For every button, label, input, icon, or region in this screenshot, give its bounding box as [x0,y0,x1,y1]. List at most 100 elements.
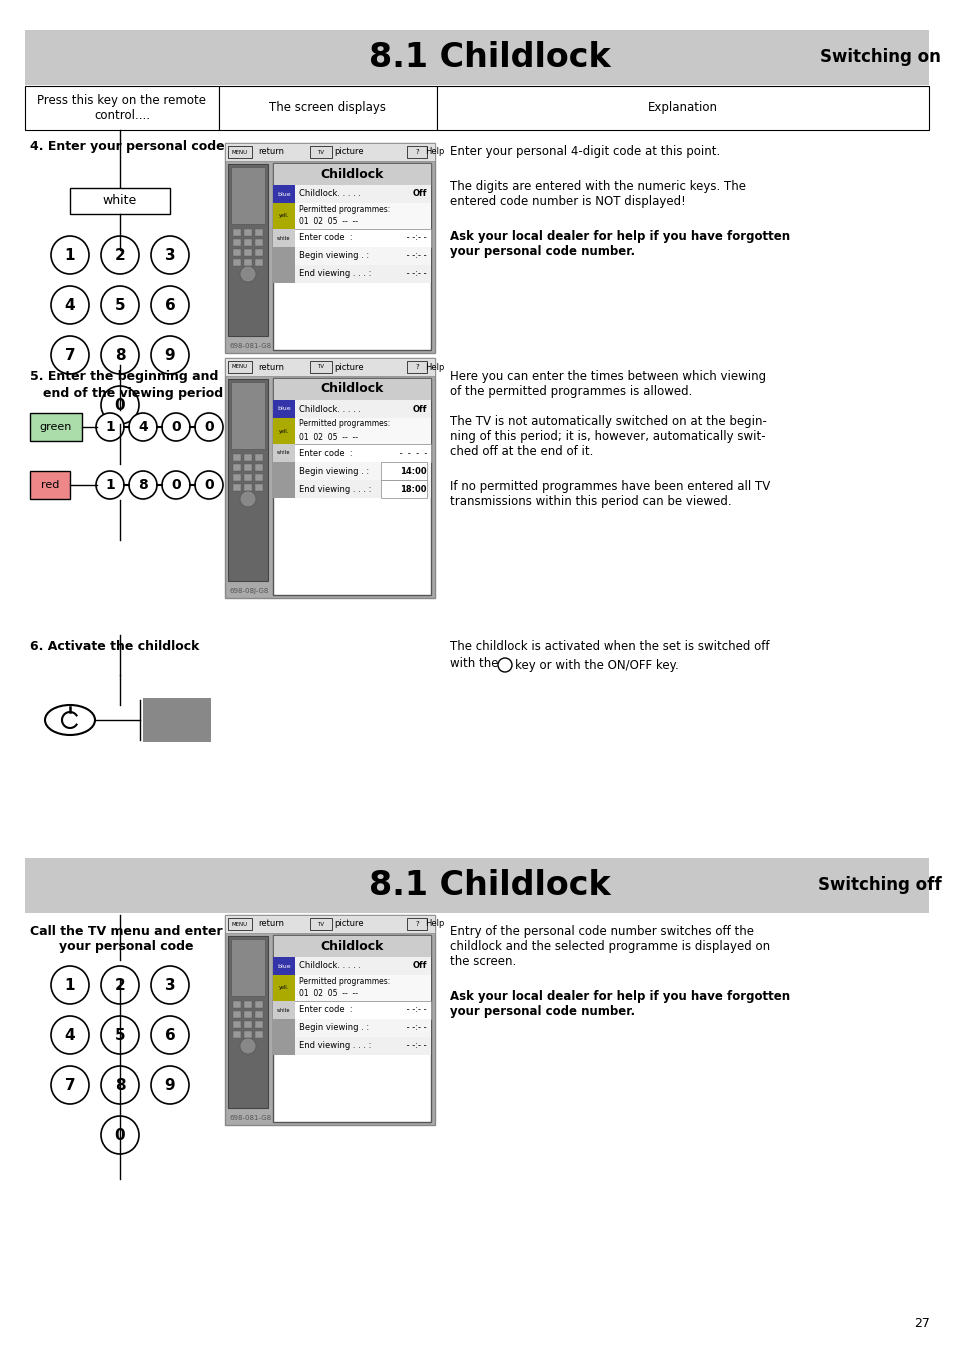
Bar [233,239,241,246]
Text: 1: 1 [65,978,75,993]
Ellipse shape [45,705,95,735]
Circle shape [151,286,189,324]
Bar [244,249,252,255]
Text: white: white [277,235,291,240]
Bar [70,188,170,213]
Circle shape [162,413,190,440]
Circle shape [101,1066,139,1104]
Bar [233,484,241,490]
Bar [273,163,431,185]
Bar [380,480,427,499]
Text: 6: 6 [165,297,175,312]
Text: 0: 0 [114,1128,125,1143]
Bar [225,358,435,598]
Text: blue: blue [277,192,291,196]
Bar [228,361,252,373]
Text: yell.: yell. [278,213,289,219]
Bar [225,915,435,934]
Text: yell.: yell. [278,428,289,434]
Bar [228,380,268,581]
Bar [228,917,252,929]
Bar [233,249,241,255]
Circle shape [151,1016,189,1054]
Circle shape [194,413,223,440]
Bar [273,400,431,417]
Circle shape [51,286,89,324]
Bar [254,1001,263,1008]
Text: TV: TV [317,150,324,154]
Bar [273,480,294,499]
Text: 4: 4 [138,420,148,434]
Circle shape [240,1038,255,1054]
Text: white: white [277,450,291,455]
Bar [228,936,268,1108]
Bar [244,259,252,266]
Text: 8: 8 [114,347,125,362]
Bar [273,378,431,594]
Text: Permitted programmes:: Permitted programmes: [298,977,390,985]
Text: Ask your local dealer for help if you have forgotten
your personal code number.: Ask your local dealer for help if you ha… [450,230,789,258]
Bar [273,975,294,1001]
Bar [254,484,263,490]
Bar [228,163,268,336]
Text: 6. Activate the childlock: 6. Activate the childlock [30,640,199,653]
Bar [244,230,252,236]
Text: MENU: MENU [232,150,248,154]
Text: MENU: MENU [232,921,248,927]
Bar [244,1011,252,1019]
Text: 3: 3 [165,247,175,262]
Bar [273,230,431,247]
Bar [30,471,70,499]
Bar [273,230,294,247]
Text: TV: TV [317,921,324,927]
Text: picture: picture [334,147,363,157]
Text: 2: 2 [114,247,125,262]
Bar [407,146,427,158]
Circle shape [162,471,190,499]
Bar [244,454,252,461]
Text: Begin viewing . :: Begin viewing . : [298,1024,369,1032]
Text: 0: 0 [114,397,125,412]
Bar [273,265,431,282]
Text: 5: 5 [114,297,125,312]
Bar [254,230,263,236]
Circle shape [101,236,139,274]
Bar [273,935,431,1121]
Circle shape [51,966,89,1004]
Bar [143,698,211,742]
Bar [254,1021,263,1028]
Text: 1: 1 [105,420,114,434]
Bar [407,361,427,373]
Text: The digits are entered with the numeric keys. The
entered code number is NOT dis: The digits are entered with the numeric … [450,180,745,208]
Circle shape [51,336,89,374]
Bar [273,185,431,203]
Text: Help: Help [424,362,444,372]
Text: 698-081-G8: 698-081-G8 [230,343,272,349]
Text: 7: 7 [65,1078,75,1093]
Text: Enter your personal 4-digit code at this point.: Enter your personal 4-digit code at this… [450,145,720,158]
Text: Permitted programmes:: Permitted programmes: [298,204,390,213]
Text: 4: 4 [65,1028,75,1043]
Text: The childlock is activated when the set is switched off: The childlock is activated when the set … [450,640,769,653]
Text: 01  02  05  --  --: 01 02 05 -- -- [298,432,357,442]
Circle shape [240,266,255,282]
Text: Off: Off [412,962,427,970]
Text: Childlock: Childlock [320,939,383,952]
Circle shape [51,236,89,274]
Circle shape [151,1066,189,1104]
Bar [254,463,263,471]
Text: End viewing . . . :: End viewing . . . : [298,269,371,278]
Bar [244,239,252,246]
Bar [254,1031,263,1038]
Bar [233,454,241,461]
Bar [273,378,431,400]
Text: 01  02  05  --  --: 01 02 05 -- -- [298,218,357,227]
Text: blue: blue [277,963,291,969]
Bar [244,484,252,490]
Text: Ask your local dealer for help if you have forgotten
your personal code number.: Ask your local dealer for help if you ha… [450,990,789,1019]
Bar [231,168,265,224]
Bar [30,413,82,440]
Text: - -:- -: - -:- - [404,269,427,278]
Text: 8: 8 [138,478,148,492]
Text: 27: 27 [913,1317,929,1329]
